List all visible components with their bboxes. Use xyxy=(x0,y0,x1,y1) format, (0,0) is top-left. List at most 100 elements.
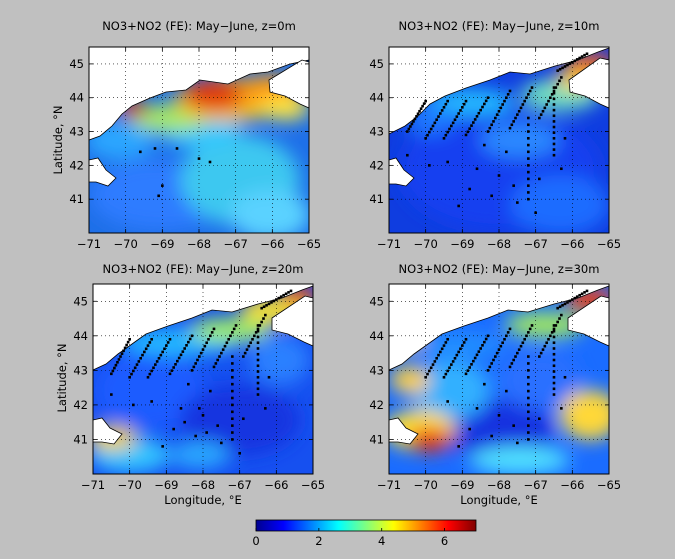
station-marker xyxy=(473,118,477,121)
station-marker xyxy=(483,340,486,344)
station-marker xyxy=(150,400,153,403)
station-marker xyxy=(556,306,559,310)
station-marker xyxy=(497,348,501,351)
station-marker xyxy=(527,331,530,334)
station-marker xyxy=(161,445,164,448)
station-marker xyxy=(527,424,530,427)
panel-z0-ylabel: Latitude, °N xyxy=(51,106,65,175)
station-marker xyxy=(483,102,486,106)
station-marker xyxy=(262,305,266,309)
station-marker xyxy=(119,355,122,358)
station-marker xyxy=(120,352,124,355)
station-marker xyxy=(503,99,506,103)
station-marker xyxy=(437,353,440,357)
panel-z30-yticks: 41 42 43 44 45 xyxy=(369,294,609,446)
station-marker xyxy=(516,441,519,445)
x-tick-label: −65 xyxy=(301,478,325,492)
station-marker xyxy=(198,355,201,358)
station-marker xyxy=(552,89,556,93)
station-marker xyxy=(256,352,260,356)
station-marker xyxy=(552,148,556,151)
station-marker xyxy=(203,344,207,348)
station-marker xyxy=(558,305,562,309)
station-marker xyxy=(407,127,411,131)
panel-z10-xticks: −71 −70 −69 −68 −67 −66 −65 xyxy=(377,47,621,251)
station-marker xyxy=(552,131,556,134)
station-marker xyxy=(220,351,223,355)
station-marker xyxy=(483,382,486,386)
station-marker xyxy=(231,410,234,414)
station-marker xyxy=(442,344,446,347)
station-marker xyxy=(110,393,113,396)
station-marker xyxy=(256,327,260,331)
station-marker xyxy=(166,341,170,344)
station-marker xyxy=(563,137,567,140)
station-marker xyxy=(185,344,188,347)
station-marker xyxy=(563,375,567,379)
station-marker xyxy=(199,351,203,355)
panel-z0-title: NO3+NO2 (FE): May−June, z=0m xyxy=(102,19,296,33)
station-marker xyxy=(442,137,446,140)
panel-z0-grid xyxy=(89,47,309,233)
station-marker xyxy=(279,295,283,298)
colorbar-tick-label: 4 xyxy=(378,534,385,548)
x-tick-label: −66 xyxy=(264,478,288,492)
station-marker xyxy=(495,113,499,116)
station-marker xyxy=(179,353,183,357)
station-marker xyxy=(453,356,457,360)
station-marker xyxy=(415,115,418,118)
station-marker xyxy=(198,407,201,410)
station-marker xyxy=(517,348,521,351)
station-marker xyxy=(479,347,482,350)
station-marker xyxy=(552,142,556,146)
station-marker xyxy=(409,125,412,128)
station-marker xyxy=(552,381,556,385)
station-marker xyxy=(256,358,260,362)
panel-z10-yticks: 41 42 43 44 45 xyxy=(369,57,609,206)
station-marker xyxy=(150,369,153,373)
station-marker xyxy=(527,417,530,421)
station-marker xyxy=(205,431,208,434)
station-marker xyxy=(508,126,512,130)
station-marker xyxy=(517,109,521,113)
station-marker xyxy=(187,382,190,386)
station-marker xyxy=(566,63,569,67)
colorbar: 0 2 4 6 xyxy=(252,519,477,548)
station-marker xyxy=(231,331,234,334)
panel-z20-xlabel: Longitude, °E xyxy=(164,493,242,507)
panel-z0: −71 −70 −69 −68 −67 −66 −65 41 42 43 44 45 NO3+NO2… xyxy=(51,19,321,251)
station-marker xyxy=(148,341,152,344)
station-marker xyxy=(464,99,468,103)
station-marker xyxy=(277,296,281,300)
station-marker xyxy=(512,120,515,123)
station-marker xyxy=(141,353,144,357)
station-marker xyxy=(426,133,429,137)
station-marker xyxy=(225,341,229,345)
station-marker xyxy=(172,427,175,431)
station-marker xyxy=(431,363,435,366)
station-marker xyxy=(530,86,534,89)
station-marker xyxy=(439,112,442,115)
station-marker xyxy=(242,417,245,421)
y-tick-label: 43 xyxy=(73,363,88,377)
station-marker xyxy=(406,130,409,133)
y-tick-label: 45 xyxy=(73,294,88,308)
station-marker xyxy=(231,431,234,434)
station-marker xyxy=(484,337,488,341)
station-marker xyxy=(132,369,135,373)
y-tick-label: 45 xyxy=(69,57,84,71)
station-marker xyxy=(464,337,468,341)
station-marker xyxy=(552,125,556,129)
station-marker xyxy=(508,365,512,369)
station-marker xyxy=(523,337,526,341)
x-tick-label: −68 xyxy=(191,478,215,492)
station-marker xyxy=(130,372,133,376)
station-marker xyxy=(472,121,475,124)
station-marker xyxy=(470,124,473,127)
station-marker xyxy=(486,334,490,338)
station-marker xyxy=(451,121,455,125)
station-marker xyxy=(538,116,541,120)
y-tick-label: 45 xyxy=(369,57,384,71)
y-tick-label: 43 xyxy=(369,125,384,139)
station-marker xyxy=(560,76,563,79)
